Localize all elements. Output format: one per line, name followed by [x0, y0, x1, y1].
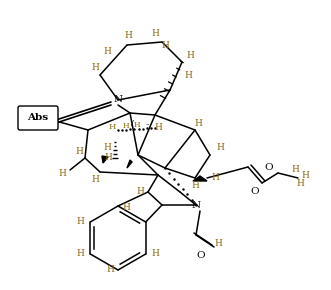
Text: ..: ..	[146, 119, 150, 127]
FancyBboxPatch shape	[18, 106, 58, 130]
Text: O: O	[251, 186, 259, 195]
Text: H: H	[123, 122, 129, 130]
Text: H: H	[161, 41, 169, 50]
Text: H: H	[216, 144, 224, 153]
Text: H: H	[124, 30, 132, 39]
Text: H: H	[184, 70, 192, 79]
Text: /: /	[130, 119, 133, 127]
Text: H: H	[301, 171, 309, 180]
Text: H: H	[151, 28, 159, 37]
Text: N: N	[114, 95, 122, 104]
Polygon shape	[102, 156, 108, 163]
Text: H: H	[103, 46, 111, 55]
Text: H: H	[122, 204, 130, 213]
Text: Abs: Abs	[27, 113, 49, 122]
Text: H: H	[296, 180, 304, 188]
Text: H: H	[191, 180, 199, 189]
Text: H: H	[291, 166, 299, 175]
Text: H: H	[136, 188, 144, 197]
Text: H: H	[106, 266, 114, 275]
Text: H: H	[134, 121, 140, 129]
Text: H: H	[91, 64, 99, 72]
Text: H: H	[103, 142, 111, 151]
Text: H: H	[194, 119, 202, 128]
Text: H: H	[75, 148, 83, 157]
Polygon shape	[193, 176, 207, 181]
Text: H: H	[152, 249, 160, 258]
Text: H: H	[186, 50, 194, 59]
Text: H: H	[58, 168, 66, 177]
Text: H: H	[154, 122, 162, 131]
Text: H: H	[104, 153, 112, 162]
Text: H: H	[76, 249, 84, 258]
Text: H: H	[211, 173, 219, 182]
Text: H: H	[214, 238, 222, 247]
Text: O: O	[197, 251, 205, 260]
Text: O: O	[265, 164, 273, 173]
Text: N: N	[191, 200, 201, 209]
Text: H: H	[76, 218, 84, 226]
Text: H: H	[108, 123, 116, 131]
Polygon shape	[127, 160, 132, 168]
Text: H: H	[91, 175, 99, 184]
